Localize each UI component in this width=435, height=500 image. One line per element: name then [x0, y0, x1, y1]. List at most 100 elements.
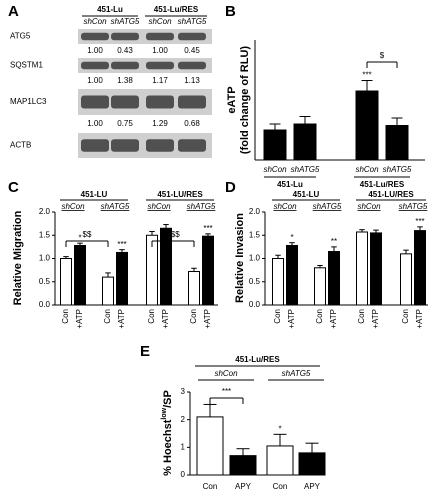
- lane-label: shATG5: [111, 17, 140, 26]
- band-ratio: 1.13: [184, 76, 200, 85]
- panel-label: C: [8, 179, 19, 196]
- x-tick-label: Con: [357, 309, 366, 324]
- subgroup-label: shCon: [273, 202, 297, 211]
- significance: $$$: [166, 230, 180, 239]
- error-bar: [149, 231, 155, 236]
- error-bar: [203, 403, 217, 417]
- y-tick-label: 1: [181, 442, 186, 451]
- significance: ***: [203, 224, 212, 233]
- bar: [263, 129, 287, 161]
- bar: [414, 230, 426, 306]
- bar: [102, 276, 114, 306]
- y-tick-label: 1.0: [249, 254, 261, 263]
- y-tick-label: 0: [181, 470, 186, 479]
- group-label: 451-LU: [81, 190, 108, 199]
- x-tick-label: shCon: [263, 165, 287, 174]
- band-ratio: 0.43: [117, 46, 133, 55]
- error-bar: [299, 116, 311, 124]
- subgroup-label: shATG5: [399, 202, 428, 211]
- y-axis-label-part: % Hoechst: [162, 419, 174, 476]
- significance: ***: [117, 240, 126, 249]
- band: [178, 95, 206, 109]
- significance: ***: [222, 387, 231, 396]
- protein-label: ATG5: [10, 32, 31, 41]
- band-ratio: 1.00: [87, 119, 103, 128]
- protein-label: SQSTM1: [10, 61, 43, 70]
- band-ratio: 1.29: [152, 119, 168, 128]
- bar: [370, 232, 382, 306]
- band: [146, 61, 174, 70]
- y-axis-label: eATP: [226, 86, 238, 113]
- lane-label: shCon: [148, 17, 172, 26]
- error-bar: [191, 267, 197, 272]
- band: [111, 95, 139, 109]
- y-tick-label: 2: [181, 415, 186, 424]
- bar: [314, 267, 326, 306]
- band: [111, 139, 139, 152]
- group-label: 451-LU: [293, 190, 320, 199]
- y-tick-label: 1.0: [39, 254, 51, 263]
- y-axis-label: (fold change of RLU): [239, 46, 251, 154]
- subgroup-label: shCon: [357, 202, 381, 211]
- group-label: 451-LU/RES: [368, 190, 414, 199]
- error-bar: [331, 246, 337, 252]
- significance: $$: [83, 230, 92, 239]
- x-tick-label: +ATP: [329, 309, 338, 329]
- y-tick-label: 2.0: [39, 207, 51, 216]
- y-tick-label: 0.0: [39, 300, 51, 309]
- bar: [202, 235, 214, 306]
- significance: *: [278, 424, 281, 433]
- significance: ***: [415, 217, 424, 226]
- y-tick-label: 1.5: [249, 230, 261, 239]
- x-tick-label: APY: [235, 482, 252, 491]
- x-tick-label: +ATP: [371, 309, 380, 329]
- band: [81, 32, 109, 41]
- y-tick-label: 0.5: [249, 277, 261, 286]
- subgroup-label: shCon: [214, 369, 238, 378]
- bar: [266, 445, 294, 476]
- error-bar: [275, 254, 281, 259]
- blot-group: 451-Lu/RES: [154, 5, 199, 14]
- x-tick-label: Con: [273, 309, 282, 324]
- x-tick-label: +ATP: [117, 309, 126, 329]
- error-bar: [305, 442, 319, 453]
- panel-label: D: [225, 179, 236, 196]
- error-bar: [77, 242, 83, 246]
- significance: *: [78, 233, 81, 242]
- x-tick-label: Con: [401, 309, 410, 324]
- band: [81, 95, 109, 109]
- blot-strip: [78, 58, 212, 73]
- subgroup-label: shATG5: [187, 202, 216, 211]
- bar: [328, 251, 340, 306]
- bar: [298, 452, 326, 476]
- band: [111, 61, 139, 70]
- group-label: 451-LU/RES: [157, 190, 203, 199]
- y-tick-label: 1.5: [39, 230, 51, 239]
- significance: *: [290, 233, 293, 242]
- x-tick-label: +ATP: [203, 309, 212, 329]
- error-bar: [361, 80, 373, 91]
- y-axis-label-part: low: [161, 407, 168, 419]
- x-tick-label: Con: [103, 309, 112, 324]
- bar: [74, 244, 86, 306]
- band-ratio: 1.00: [87, 76, 103, 85]
- subgroup-label: shCon: [61, 202, 85, 211]
- error-bar: [359, 229, 365, 232]
- error-bar: [105, 272, 111, 278]
- x-tick-label: Con: [189, 309, 198, 324]
- x-tick-label: +ATP: [75, 309, 84, 329]
- error-bar: [289, 242, 295, 246]
- panel-label: A: [8, 3, 19, 20]
- band-ratio: 0.68: [184, 119, 200, 128]
- y-tick-label: 0.5: [39, 277, 51, 286]
- x-tick-label: Con: [61, 309, 70, 324]
- lane-label: shATG5: [178, 17, 207, 26]
- bar: [355, 90, 379, 161]
- bar: [188, 271, 200, 306]
- blot-group: 451-Lu: [97, 5, 123, 14]
- group-label: 451-Lu: [277, 180, 303, 189]
- subgroup-label: shATG5: [101, 202, 130, 211]
- significance: $: [380, 51, 385, 60]
- y-axis-label-part: /SP: [162, 390, 174, 408]
